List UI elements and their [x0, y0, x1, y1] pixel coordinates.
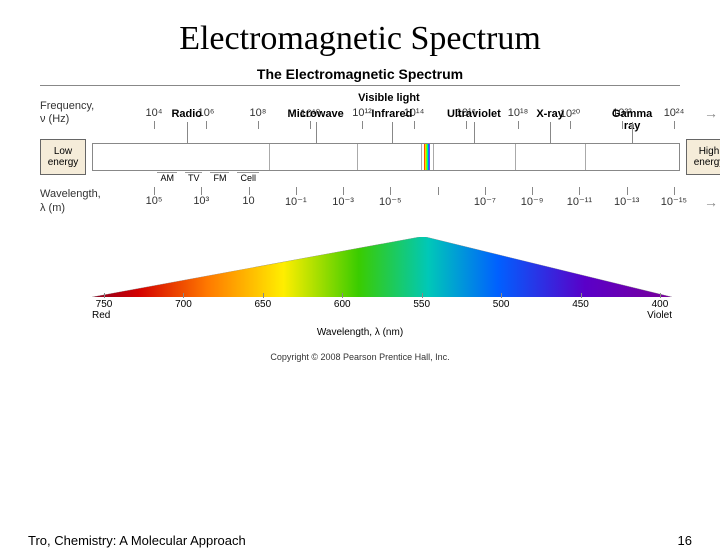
wavelength-axis: Wavelength,λ (m) 10⁵10³ 1010⁻¹10⁻³10⁻⁵ 10⁻…: [0, 188, 720, 214]
footer-citation: Tro, Chemistry: A Molecular Approach: [28, 533, 246, 548]
wave-tick: 10³: [179, 195, 223, 208]
band-divider: [585, 144, 586, 170]
violet-label: Violet: [647, 310, 672, 321]
nm-axis: 750 700 650 600 550 500 450 400: [92, 299, 672, 310]
freq-tick: 10¹⁸: [496, 107, 540, 120]
band-divider: [421, 144, 422, 170]
band-divider: [357, 144, 358, 170]
band-label: Infrared: [371, 108, 412, 120]
rainbow-expansion: [92, 237, 672, 297]
nm-tick: 400: [648, 299, 672, 310]
footer: Tro, Chemistry: A Molecular Approach 16: [0, 533, 720, 548]
band-label: X-ray: [536, 108, 564, 120]
nm-tick: 450: [569, 299, 593, 310]
wave-tick: 10⁻⁷: [463, 195, 507, 208]
band-label: Ultraviolet: [447, 108, 501, 120]
wave-tick: 10⁻⁹: [510, 195, 554, 208]
wave-tick: 10⁻¹³: [605, 195, 649, 208]
band-label: Radio: [171, 108, 202, 120]
visible-light-strip: [424, 144, 430, 170]
nm-tick: 650: [251, 299, 275, 310]
arrow-right-icon: →: [704, 194, 720, 210]
wavelength-label: Wavelength,λ (m): [0, 188, 132, 214]
freq-tick: 10⁸: [236, 107, 280, 120]
copyright: Copyright © 2008 Pearson Prentice Hall, …: [0, 352, 720, 362]
diagram-subtitle: The Electromagnetic Spectrum: [0, 66, 720, 82]
red-label: Red: [92, 310, 110, 321]
freq-tick: 10⁴: [132, 107, 176, 120]
wave-tick: 10⁻¹⁵: [652, 195, 696, 208]
visible-light-label: Visible light: [358, 92, 420, 104]
high-energy-box: Highenergy: [686, 139, 720, 175]
band-divider: [433, 144, 434, 170]
page-title: Electromagnetic Spectrum: [0, 20, 720, 58]
wave-tick: 10⁻⁵: [368, 195, 412, 208]
nm-axis-label: Wavelength, λ (nm): [0, 327, 720, 338]
spectrum-bar: Lowenergy Visible light RadioMicrowaveIn…: [92, 144, 680, 170]
band-divider: [515, 144, 516, 170]
wave-tick: 10⁻¹¹: [557, 195, 601, 208]
frequency-label: Frequency,ν (Hz): [0, 100, 132, 126]
nm-tick: 500: [489, 299, 513, 310]
wave-tick: 10⁻³: [321, 195, 365, 208]
nm-tick: 550: [410, 299, 434, 310]
wave-tick: [416, 195, 460, 208]
wave-tick: 10: [227, 195, 271, 208]
nm-tick: 700: [171, 299, 195, 310]
wave-tick: 10⁵: [132, 195, 176, 208]
wave-tick: 10⁻¹: [274, 195, 318, 208]
band-label: Microwave: [288, 108, 344, 120]
band-divider: [269, 144, 270, 170]
arrow-right-icon: →: [704, 105, 720, 121]
page-number: 16: [678, 533, 692, 548]
color-end-labels: Red Violet: [92, 310, 672, 321]
radio-sub-bands: AMTVFMCell: [157, 172, 259, 183]
freq-tick: 10²⁴: [652, 107, 696, 120]
nm-tick: 600: [330, 299, 354, 310]
nm-tick: 750: [92, 299, 116, 310]
low-energy-box: Lowenergy: [40, 139, 86, 175]
divider: [40, 85, 680, 86]
